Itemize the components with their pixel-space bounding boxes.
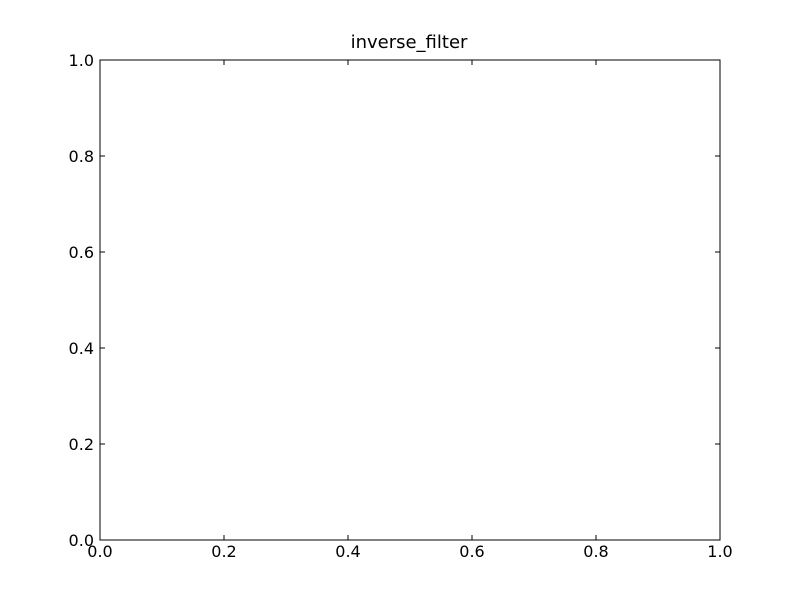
x-tick-label: 0.6 — [459, 542, 484, 561]
y-axis: 0.0 0.2 0.4 0.6 0.8 1.0 — [69, 51, 720, 550]
x-tick-label: 0.4 — [335, 542, 360, 561]
x-tick-label: 1.0 — [707, 542, 732, 561]
y-tick-label: 0.8 — [69, 147, 94, 166]
plot-area — [99, 59, 721, 541]
chart-title: inverse_filter — [351, 32, 468, 53]
y-tick-label: 0.6 — [69, 243, 94, 262]
x-tick-label: 0.8 — [583, 542, 608, 561]
x-tick-label: 0.0 — [87, 542, 112, 561]
y-tick-label: 0.2 — [69, 435, 94, 454]
x-tick-label: 0.2 — [211, 542, 236, 561]
y-tick-label: 0.0 — [69, 531, 94, 550]
y-tick-label: 1.0 — [69, 51, 94, 70]
y-tick-label: 0.4 — [69, 339, 94, 358]
x-axis: 0.0 0.2 0.4 0.6 0.8 1.0 — [87, 60, 733, 561]
